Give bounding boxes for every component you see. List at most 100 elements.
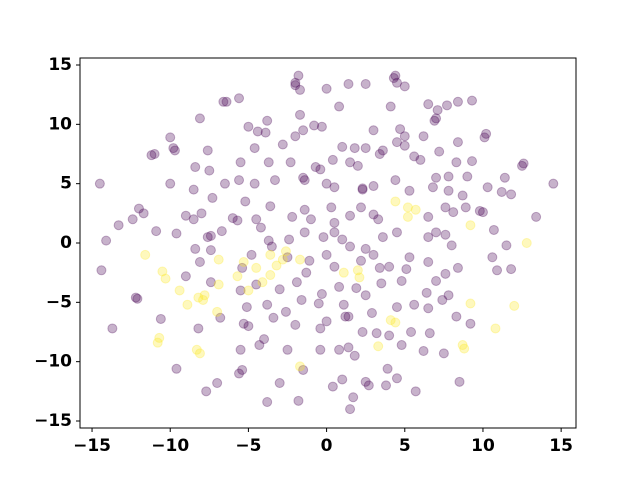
scatter-point [438,348,449,359]
scatter-point [238,256,249,267]
scatter-point [257,277,268,288]
scatter-point [318,232,329,243]
scatter-point [290,80,301,91]
y-tick-label: 5 [60,174,72,194]
scatter-point [194,256,205,267]
scatter-point [212,306,223,317]
scatter-point [384,261,395,272]
scatter-point [345,157,356,168]
scatter-point [205,277,216,288]
scatter-point [168,143,179,154]
scatter-point [262,299,273,310]
scatter-point [368,125,379,136]
scatter-point [265,201,276,212]
scatter-point [274,378,285,389]
scatter-point [293,395,304,406]
scatter-point [316,121,327,132]
scatter-point [423,303,434,314]
scatter-point [451,157,462,168]
scatter-point [517,160,528,171]
scatter-point [459,343,470,354]
scatter-point [213,279,224,290]
scatter-point [202,232,213,243]
scatter-point [146,150,157,161]
scatter-point [249,178,260,189]
scatter-point [431,227,442,238]
scatter-point [169,145,180,156]
scatter-point [423,256,434,267]
scatter-point [234,175,245,186]
scatter-point [521,238,532,248]
scatter-point [138,208,149,219]
scatter-point [304,255,315,266]
scatter-point [212,378,223,389]
scatter-point [366,308,377,319]
scatter-point [355,202,366,213]
scatter-point [188,184,199,195]
scatter-point [227,213,238,224]
scatter-point [396,340,407,351]
scatter-point [199,290,210,301]
scatter-point [151,226,162,237]
scatter-point [191,344,202,355]
scatter-point [410,204,421,215]
scatter-point [418,131,429,142]
scatter-point [194,348,205,359]
scatter-point [506,189,517,200]
scatter-point [249,143,260,154]
scatter-point [315,164,326,175]
scatter-point [262,397,273,408]
scatter-point [154,332,165,343]
scatter-point [329,182,340,193]
scatter-point [360,243,371,254]
scatter-point [440,229,451,240]
scatter-point [290,131,301,142]
scatter-point [451,311,462,322]
y-tick-label: 15 [48,55,72,75]
scatter-point [165,132,176,143]
scatter-point [255,222,266,233]
scatter-point [424,328,435,339]
scatter-point [277,139,288,150]
scatter-point [251,214,262,225]
x-tick-label: 10 [471,436,495,456]
scatter-point [452,137,463,148]
scatter-point [399,81,410,92]
scatter-point [337,141,348,152]
scatter-point [265,270,276,281]
scatter-point [263,235,274,246]
scatter-point [155,313,166,324]
scatter-point [465,298,476,309]
scatter-point [282,344,293,355]
scatter-point [321,316,332,327]
scatter-point [140,249,151,260]
scatter-point [490,323,501,334]
scatter-point [509,300,520,311]
scatter-point [309,120,320,131]
scatter-point [462,171,473,182]
plot-area [94,70,559,415]
scatter-point [171,363,182,374]
scatter-point [296,294,307,305]
scatter-point [440,202,451,213]
x-tick-label: −10 [151,436,189,456]
scatter-point [432,105,443,116]
x-tick-label: 15 [549,436,573,456]
scatter-point [357,326,368,337]
scatter-point [446,240,457,251]
scatter-point [299,204,310,215]
scatter-point [418,345,429,356]
scatter-point [127,214,138,225]
scatter-point [467,95,478,106]
scatter-point [298,364,309,375]
scatter-point [334,344,345,355]
scatter-point [321,249,332,260]
scatter-point [202,145,213,156]
scatter-point [205,245,216,256]
scatter-point [399,140,410,151]
scatter-point [327,154,338,165]
scatter-point [499,172,510,183]
scatter-point [402,211,413,222]
scatter-point [232,215,243,226]
